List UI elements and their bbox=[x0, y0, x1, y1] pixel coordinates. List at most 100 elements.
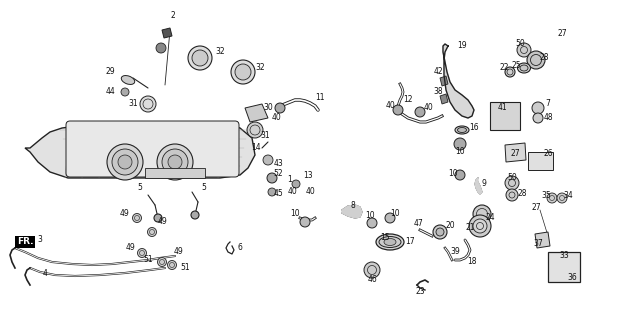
Circle shape bbox=[112, 149, 138, 175]
Text: 4: 4 bbox=[43, 270, 47, 279]
Text: 49: 49 bbox=[157, 217, 167, 227]
Ellipse shape bbox=[458, 128, 467, 133]
Text: 2: 2 bbox=[171, 11, 175, 19]
Text: 29: 29 bbox=[105, 67, 115, 76]
Text: 22: 22 bbox=[499, 64, 509, 72]
Text: 10: 10 bbox=[365, 211, 375, 220]
Circle shape bbox=[118, 155, 132, 169]
Circle shape bbox=[263, 155, 273, 165]
Circle shape bbox=[547, 193, 557, 203]
Bar bbox=[528, 152, 553, 170]
Polygon shape bbox=[443, 44, 474, 118]
Circle shape bbox=[157, 257, 166, 266]
Text: 6: 6 bbox=[237, 243, 243, 252]
Text: 25: 25 bbox=[511, 61, 521, 71]
Circle shape bbox=[192, 50, 208, 66]
Circle shape bbox=[267, 173, 277, 183]
Text: FR.: FR. bbox=[17, 237, 33, 246]
Bar bbox=[490, 102, 520, 130]
Text: 49: 49 bbox=[173, 247, 183, 256]
Circle shape bbox=[107, 144, 143, 180]
Text: 40: 40 bbox=[423, 104, 433, 113]
Text: 51: 51 bbox=[180, 264, 190, 272]
Circle shape bbox=[138, 248, 147, 257]
Circle shape bbox=[469, 215, 491, 237]
Text: 52: 52 bbox=[273, 169, 283, 178]
Text: 27: 27 bbox=[510, 149, 520, 158]
Polygon shape bbox=[342, 205, 362, 218]
Text: 18: 18 bbox=[467, 257, 477, 266]
Text: 44: 44 bbox=[105, 87, 115, 96]
Text: 14: 14 bbox=[251, 144, 261, 153]
Text: 50: 50 bbox=[507, 173, 517, 182]
Text: 27: 27 bbox=[557, 30, 567, 38]
Circle shape bbox=[532, 102, 544, 114]
Text: 7: 7 bbox=[545, 100, 550, 109]
Circle shape bbox=[231, 60, 255, 84]
Bar bbox=[15, 236, 35, 248]
Circle shape bbox=[473, 219, 487, 233]
Text: 12: 12 bbox=[403, 95, 413, 105]
Circle shape bbox=[121, 88, 129, 96]
Text: 11: 11 bbox=[316, 94, 324, 103]
Polygon shape bbox=[440, 94, 448, 104]
Circle shape bbox=[132, 213, 141, 222]
Ellipse shape bbox=[520, 65, 528, 71]
Circle shape bbox=[455, 170, 465, 180]
Text: 10: 10 bbox=[455, 148, 465, 157]
Circle shape bbox=[436, 228, 444, 236]
Circle shape bbox=[393, 105, 403, 115]
Text: 27: 27 bbox=[531, 202, 541, 212]
Circle shape bbox=[162, 149, 188, 175]
Circle shape bbox=[154, 214, 162, 222]
Circle shape bbox=[157, 144, 193, 180]
Text: 35: 35 bbox=[541, 192, 551, 201]
Circle shape bbox=[191, 211, 199, 219]
Circle shape bbox=[533, 113, 543, 123]
Circle shape bbox=[433, 225, 447, 239]
Text: 15: 15 bbox=[380, 233, 390, 242]
Text: 23: 23 bbox=[415, 287, 425, 296]
Text: 40: 40 bbox=[271, 114, 281, 123]
Circle shape bbox=[557, 193, 567, 203]
FancyBboxPatch shape bbox=[66, 121, 239, 177]
Text: 1: 1 bbox=[287, 175, 292, 184]
Circle shape bbox=[300, 217, 310, 227]
Ellipse shape bbox=[455, 126, 469, 134]
Text: 46: 46 bbox=[367, 275, 377, 285]
Text: 42: 42 bbox=[433, 67, 443, 76]
Polygon shape bbox=[162, 28, 172, 38]
Circle shape bbox=[364, 262, 380, 278]
Text: 48: 48 bbox=[543, 114, 553, 123]
Text: 10: 10 bbox=[290, 208, 300, 217]
Text: 37: 37 bbox=[533, 240, 543, 248]
Text: 3: 3 bbox=[38, 236, 42, 245]
Circle shape bbox=[517, 43, 531, 57]
Text: 21: 21 bbox=[465, 223, 475, 232]
Circle shape bbox=[415, 107, 425, 117]
Ellipse shape bbox=[505, 67, 515, 77]
Circle shape bbox=[188, 46, 212, 70]
Text: 17: 17 bbox=[405, 237, 415, 246]
Text: 5: 5 bbox=[138, 183, 143, 193]
Ellipse shape bbox=[376, 234, 404, 250]
Text: 36: 36 bbox=[567, 274, 577, 282]
Polygon shape bbox=[505, 143, 526, 162]
Ellipse shape bbox=[518, 63, 531, 73]
Circle shape bbox=[147, 227, 157, 236]
Text: 34: 34 bbox=[563, 191, 573, 199]
Text: 28: 28 bbox=[517, 188, 527, 197]
Text: 47: 47 bbox=[413, 220, 423, 228]
Circle shape bbox=[505, 176, 519, 190]
Text: 40: 40 bbox=[305, 187, 315, 196]
Polygon shape bbox=[440, 76, 448, 86]
Circle shape bbox=[140, 96, 156, 112]
Circle shape bbox=[473, 205, 491, 223]
Circle shape bbox=[247, 122, 263, 138]
Circle shape bbox=[454, 138, 466, 150]
Ellipse shape bbox=[379, 236, 401, 247]
Polygon shape bbox=[475, 178, 482, 194]
Text: 39: 39 bbox=[450, 247, 460, 256]
Text: 32: 32 bbox=[215, 47, 225, 56]
Bar bbox=[548, 252, 580, 282]
